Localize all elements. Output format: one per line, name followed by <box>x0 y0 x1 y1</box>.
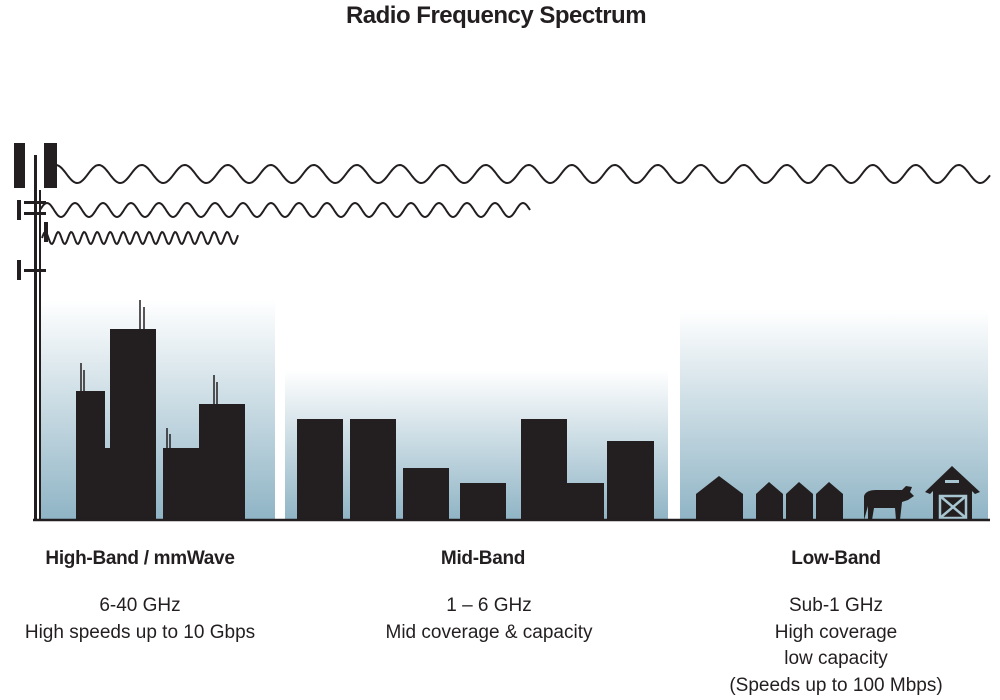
farmhouse <box>696 476 743 520</box>
low-frequency-wave <box>44 163 991 185</box>
mid-band-details: 1 – 6 GHz Mid coverage & capacity <box>385 595 593 643</box>
low-band-rural <box>696 466 980 520</box>
mid-band-label: Mid-Band <box>440 548 526 569</box>
high-band-buildings <box>76 329 245 520</box>
low-band-details: Sub-1 GHz High coverage low capacity (Spee… <box>729 595 943 696</box>
antennas <box>80 300 218 448</box>
cow-icon <box>864 486 914 520</box>
page-title: Radio Frequency Spectrum <box>345 2 647 29</box>
low-band-label: Low-Band <box>791 548 881 569</box>
silo <box>786 482 813 520</box>
high-band-details: 6-40 GHz High speeds up to 10 Gbps <box>24 595 256 643</box>
mid-frequency-wave <box>39 201 531 219</box>
barn-icon <box>925 466 980 520</box>
silo <box>816 482 843 520</box>
high-band-label: High-Band / mmWave <box>45 548 235 569</box>
silo <box>756 482 783 520</box>
cell-tower <box>14 143 57 520</box>
mid-band-buildings <box>297 419 654 520</box>
high-frequency-wave <box>41 230 239 246</box>
radio-waves <box>39 163 991 246</box>
